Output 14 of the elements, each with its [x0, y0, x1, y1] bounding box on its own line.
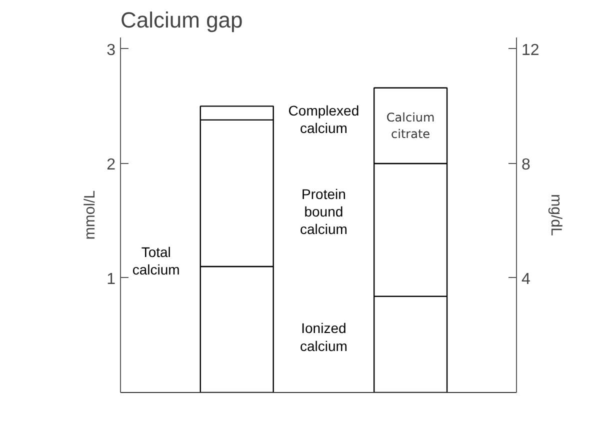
- y-tick-label: 3: [106, 42, 116, 59]
- series-label: Protein bound calcium: [300, 186, 348, 238]
- series-label: Ionized calcium: [300, 320, 348, 354]
- y-tick-label: 1: [106, 270, 116, 288]
- series-label: Complexed calcium: [288, 102, 360, 136]
- y2-tick-label: 4: [522, 270, 530, 288]
- annotation: Total calcium: [132, 244, 180, 278]
- y-axis-title: mmol/L: [82, 190, 99, 240]
- y2-tick-label: 12: [522, 42, 540, 59]
- y-tick-label: 2: [106, 156, 116, 174]
- y2-tick-label: 8: [522, 156, 530, 174]
- chart-title: Calcium gap: [120, 8, 243, 32]
- data-label: Calcium citrate: [386, 110, 435, 142]
- y2-axis-title: mg/dL: [547, 194, 564, 236]
